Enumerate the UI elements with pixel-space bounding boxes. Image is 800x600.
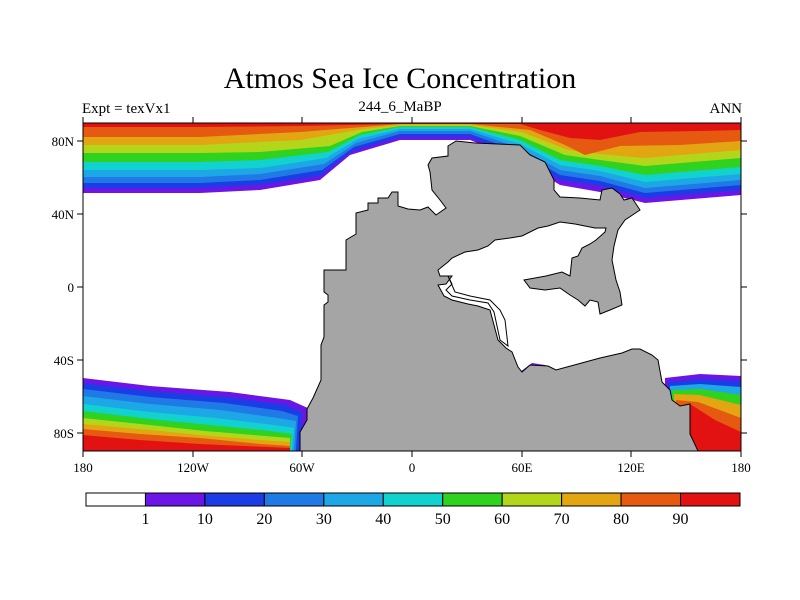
colorbar-label: 20 xyxy=(256,511,272,528)
colorbar-label: 60 xyxy=(494,511,510,528)
ice-band-90-south xyxy=(83,435,290,451)
colorbar-swatch xyxy=(501,492,563,507)
colorbar-label: 70 xyxy=(554,511,570,528)
colorbar-swatch xyxy=(620,492,682,507)
land-mass xyxy=(299,140,699,451)
colorbar-label: 50 xyxy=(435,511,451,528)
colorbar-label: 1 xyxy=(141,511,149,528)
y-axis: 80N 40N 0 40S 80S xyxy=(52,134,747,441)
colorbar-swatch xyxy=(442,492,503,507)
y-tick-label: 0 xyxy=(68,280,75,295)
x-tick-label: 120W xyxy=(177,460,210,475)
x-tick-label: 180 xyxy=(731,460,751,475)
x-tick-label: 0 xyxy=(409,460,416,475)
colorbar-label: 10 xyxy=(197,511,213,528)
y-tick-label: 40N xyxy=(52,207,75,222)
colorbar-swatch xyxy=(204,492,265,507)
colorbar-swatch xyxy=(382,492,444,507)
y-tick-label: 80S xyxy=(54,426,74,441)
x-tick-label: 60E xyxy=(512,460,533,475)
colorbar-swatch xyxy=(263,492,325,507)
colorbar-swatch xyxy=(85,492,146,507)
x-axis: 180 120W 60W 0 60E 120E 180 xyxy=(73,117,751,475)
x-tick-label: 120E xyxy=(617,460,645,475)
inland-sea xyxy=(445,275,509,348)
y-tick-label: 80N xyxy=(52,134,75,149)
season-label: ANN xyxy=(709,101,743,117)
colorbar-swatch xyxy=(680,492,741,507)
colorbar-label: 80 xyxy=(613,511,629,528)
map-panel xyxy=(83,123,741,451)
plot-title: Atmos Sea Ice Concentration xyxy=(223,62,577,95)
y-tick-label: 40S xyxy=(54,353,74,368)
antarctic-ice-field-west xyxy=(83,378,310,451)
colorbar: 1 10 20 30 40 50 60 70 80 90 xyxy=(85,492,741,528)
arctic-ice-field xyxy=(83,123,741,203)
x-tick-label: 60W xyxy=(289,460,315,475)
colorbar-label: 90 xyxy=(673,511,689,528)
x-tick-label: 180 xyxy=(73,460,93,475)
colorbar-swatch xyxy=(561,492,622,507)
experiment-label: Expt = texVx1 xyxy=(82,101,171,117)
colorbar-swatch xyxy=(323,492,384,507)
colorbar-label: 30 xyxy=(316,511,332,528)
colorbar-swatch xyxy=(144,492,206,507)
colorbar-label: 40 xyxy=(375,511,391,528)
period-label: 244_6_MaBP xyxy=(358,99,442,115)
ice-band-90 xyxy=(83,123,741,140)
